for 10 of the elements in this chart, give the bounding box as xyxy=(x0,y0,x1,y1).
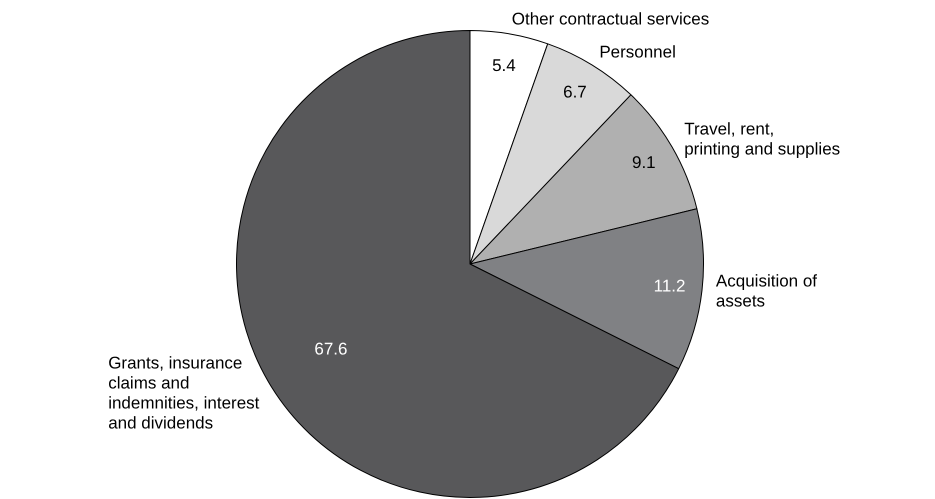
data-label: 9.1 xyxy=(632,153,656,172)
slice-label: Other contractual services xyxy=(512,10,710,29)
data-label: 5.4 xyxy=(492,56,516,75)
slice-label: Acquisition of assets xyxy=(716,272,818,311)
data-label: 6.7 xyxy=(563,82,587,102)
slice-label: Travel, rent, printing and supplies xyxy=(684,120,840,159)
data-label: 11.2 xyxy=(654,276,686,296)
slice-label: Grants, insurance claims and indemnities, interest and dividends xyxy=(108,354,260,433)
data-label: 67.6 xyxy=(314,340,348,359)
slice-label: Personnel xyxy=(599,42,676,62)
